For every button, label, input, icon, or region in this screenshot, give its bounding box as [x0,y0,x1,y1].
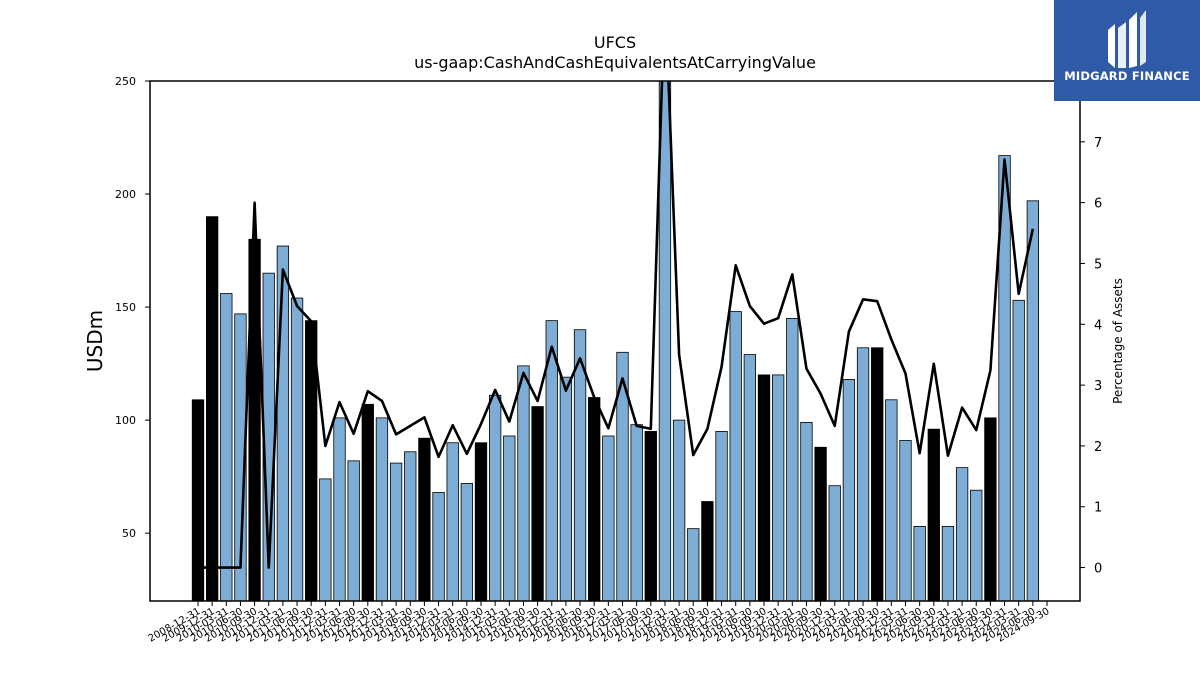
bar [488,394,502,601]
bar [220,293,233,601]
bar [828,485,841,601]
y2-tick-label: 3 [1094,379,1102,394]
y2-tick-label: 2 [1094,440,1102,455]
brand-name: MIDGARD FINANCE [1064,69,1190,83]
bar [687,528,700,601]
bar [474,442,488,601]
bar [319,478,332,601]
bar [913,525,926,601]
left-axis-ticks: 50 100 150 200 250 [115,75,150,540]
y2-tick-label: 7 [1094,136,1102,151]
y-tick-label: 200 [115,188,136,201]
x-axis-ticks: 2008-12-312009-12-312010-03-312010-06-30… [147,601,1052,645]
bar [842,379,856,601]
bar [856,347,870,601]
bar [970,489,983,601]
bar [729,311,742,601]
bar [998,155,1011,601]
bar [503,435,516,601]
bar [602,435,615,601]
bar [389,462,403,601]
y2-tick-label: 1 [1094,501,1102,516]
bar [1026,200,1039,601]
bar [545,320,558,601]
bar [800,421,813,601]
bar [786,317,799,601]
bar [630,424,643,601]
bar [432,492,445,601]
bar [404,451,417,601]
chart-subtitle: us-gaap:CashAndCashEquivalentsAtCarrying… [414,53,816,72]
bar [743,354,756,601]
bar-series [191,81,1039,601]
bar [276,245,290,601]
chart-title: UFCS [594,33,636,52]
y-tick-label: 50 [122,527,136,540]
y-tick-label: 250 [115,75,136,88]
bar [361,403,374,601]
bar [290,297,304,601]
bar [672,419,686,601]
percentage-line-series [198,81,1035,569]
bar [559,376,573,601]
y-tick-label: 150 [115,301,136,314]
bar [644,431,657,601]
y2-tick-label: 6 [1094,197,1102,212]
bar [191,399,205,601]
bar [347,460,360,601]
right-axis-ticks: 0 1 2 3 4 5 6 7 [1080,136,1102,577]
bar [984,417,997,601]
plot-frame [149,80,1081,602]
y2-tick-label: 5 [1094,257,1102,272]
bar [927,428,940,601]
bar [234,313,247,601]
bar [588,397,601,601]
bar [757,374,771,601]
y2-tick-label: 0 [1094,562,1102,577]
y-axis-label: USDm [83,310,107,372]
y-tick-label: 100 [115,414,136,427]
y2-axis-label: Percentage of Assets [1111,278,1125,404]
bar [955,467,969,601]
bar [418,437,431,601]
bar [871,347,884,601]
brand-logo: MIDGARD FINANCE [1054,0,1200,101]
bar [701,501,714,601]
bar [899,440,912,601]
bar [531,406,544,601]
bar [517,365,530,601]
bar [885,399,898,601]
bar [1012,299,1025,601]
bar [941,525,955,601]
bar [573,329,587,601]
bar [205,216,219,601]
bar [814,446,827,601]
bar [333,417,346,601]
y2-tick-label: 4 [1094,318,1102,333]
bar [460,483,474,601]
midgard-logo-icon [1108,10,1146,68]
bar [772,374,785,601]
bar [715,431,728,601]
bar [375,417,389,601]
percentage-line [198,81,1035,569]
bar [446,442,459,601]
